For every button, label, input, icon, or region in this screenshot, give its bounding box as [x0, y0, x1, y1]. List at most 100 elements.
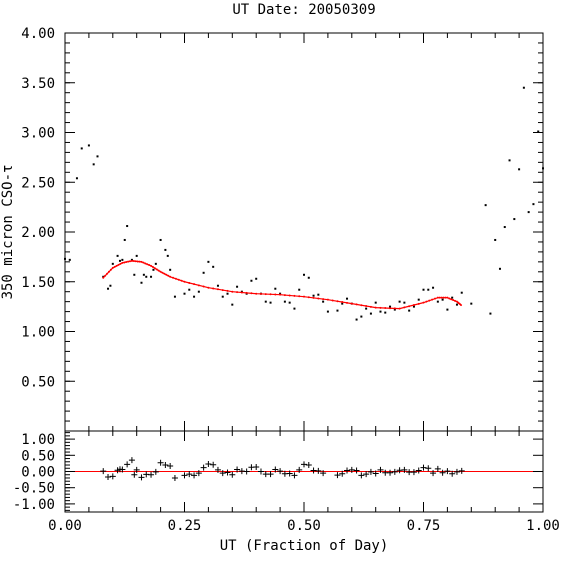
fit-point [298, 295, 301, 298]
fit-point [389, 307, 392, 310]
residual-point [272, 466, 279, 473]
fit-point [240, 291, 243, 294]
data-point [207, 260, 210, 263]
fit-point [163, 272, 166, 275]
data-point [250, 279, 253, 282]
residual-point [200, 464, 207, 471]
fit-point [144, 262, 147, 265]
fit-point [130, 259, 133, 262]
residual-point [291, 472, 298, 479]
fit-line-points [102, 259, 462, 310]
fit-point [431, 298, 434, 301]
fit-point [450, 298, 453, 301]
residual-point [229, 471, 236, 478]
fit-point [283, 294, 286, 297]
residual-point [453, 468, 460, 475]
data-point [80, 147, 83, 150]
residual-point [391, 468, 398, 475]
data-point [326, 310, 329, 313]
fit-point [433, 297, 436, 300]
residual-point [186, 471, 193, 478]
fit-point [355, 303, 358, 306]
residual-point [105, 474, 112, 481]
data-point [489, 312, 492, 315]
data-point [193, 295, 196, 298]
fit-point [177, 278, 180, 281]
data-point [460, 291, 463, 294]
main-axis-ticks: 0.501.001.502.002.503.003.504.000.00 0.25… [21, 26, 560, 534]
fit-point [221, 289, 224, 292]
fit-point [132, 260, 135, 263]
residual-point [243, 468, 250, 475]
data-point [107, 287, 110, 290]
fit-point [138, 260, 141, 263]
res-y-tick-label: 0.00 [21, 465, 55, 481]
fit-point [161, 271, 164, 274]
residual-point [387, 469, 394, 476]
fit-point [212, 287, 215, 290]
fit-point [279, 293, 282, 296]
data-point [542, 167, 544, 170]
data-point [142, 273, 145, 276]
data-point [403, 301, 406, 304]
fit-point [417, 302, 420, 305]
residual-point [152, 468, 159, 475]
data-point [145, 275, 148, 278]
residual-point [205, 461, 212, 468]
fit-point [379, 306, 382, 309]
fit-point [346, 301, 349, 304]
fit-point [165, 273, 168, 276]
fit-point [146, 263, 149, 266]
fit-point [360, 304, 363, 307]
data-point [451, 296, 454, 299]
fit-point [236, 291, 239, 294]
fit-point [442, 296, 445, 299]
residual-point [195, 470, 202, 477]
res-y-tick-label: 1.00 [21, 432, 55, 448]
fit-point [408, 305, 411, 308]
residual-point [439, 469, 446, 476]
data-point [116, 254, 119, 257]
data-point [75, 177, 78, 180]
residual-point [434, 465, 441, 472]
residual-axis-ticks: 1.000.500.00-0.50-1.00 [13, 431, 544, 513]
fit-point [245, 291, 248, 294]
fit-point [119, 262, 122, 265]
fit-point [134, 260, 137, 263]
data-point [427, 288, 430, 291]
residual-point [234, 466, 241, 473]
fit-point [412, 304, 415, 307]
x-tick-label: 0.00 [48, 518, 82, 534]
data-point [216, 284, 219, 287]
fit-point [440, 296, 443, 299]
fit-point [259, 292, 262, 295]
y-tick-label: 2.00 [21, 225, 55, 241]
residual-point [257, 468, 264, 475]
res-y-tick-label: 0.50 [21, 448, 55, 464]
fit-point [331, 299, 334, 302]
data-point [503, 226, 506, 229]
data-point [202, 271, 205, 274]
x-tick-label: 0.50 [287, 518, 321, 534]
data-point [293, 307, 296, 310]
residual-point [191, 472, 198, 479]
residual-point [377, 466, 384, 473]
fit-point [448, 297, 451, 300]
data-point [188, 288, 191, 291]
fit-point [159, 270, 162, 273]
data-point [518, 168, 521, 171]
fit-point [317, 297, 320, 300]
data-point [346, 297, 349, 300]
fit-point [250, 292, 253, 295]
data-point [140, 281, 143, 284]
residual-point [219, 470, 226, 477]
x-tick-label: 0.75 [407, 518, 441, 534]
fit-point [264, 293, 267, 296]
residual-point [420, 464, 427, 471]
data-point [150, 275, 153, 278]
fit-point [106, 272, 109, 275]
fit-point [157, 269, 160, 272]
data-point [159, 238, 162, 241]
data-point [369, 312, 372, 315]
data-point [169, 268, 172, 271]
